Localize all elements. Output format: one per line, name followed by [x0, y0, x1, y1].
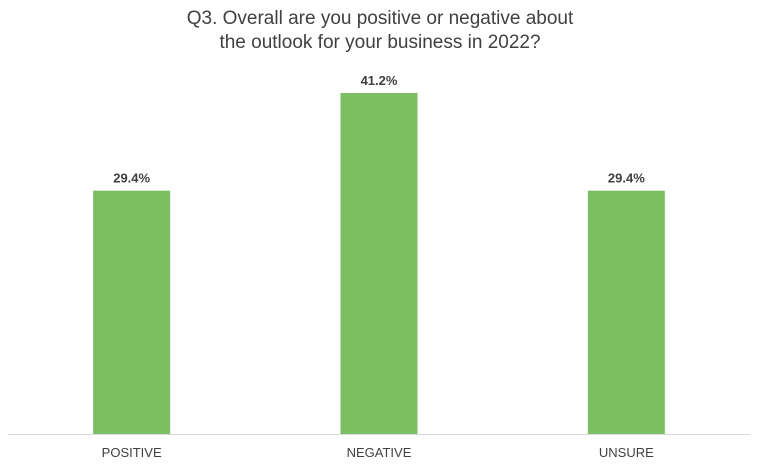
data-label-unsure: 29.4% [608, 171, 645, 186]
x-tick-label-positive: POSITIVE [102, 445, 162, 460]
x-tick-label-negative: NEGATIVE [347, 445, 412, 460]
bar-negative [340, 93, 418, 434]
chart-title-line-2: the outlook for your business in 2022? [219, 32, 541, 53]
x-tick-label-unsure: UNSURE [599, 445, 654, 460]
bar-unsure [587, 190, 665, 434]
bar-positive [93, 190, 171, 434]
data-label-positive: 29.4% [113, 171, 150, 186]
data-label-negative: 41.2% [361, 73, 398, 88]
chart-title-line-1: Q3. Overall are you positive or negative… [186, 8, 574, 29]
